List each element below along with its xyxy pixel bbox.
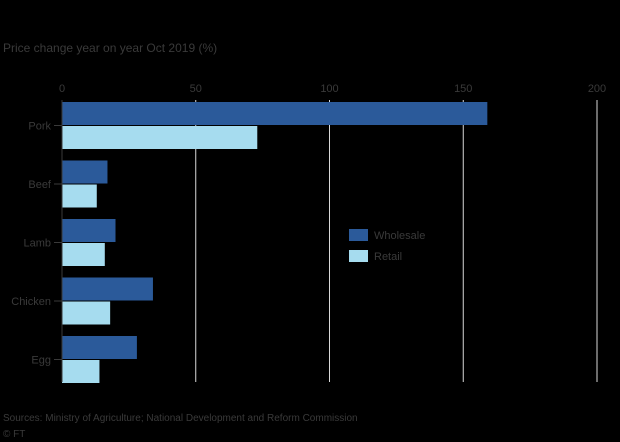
chart-title: Price change year on year Oct 2019 (%)	[3, 41, 217, 55]
legend-swatch-wholesale	[349, 229, 368, 241]
bar-lamb-retail	[62, 243, 105, 266]
legend-swatch-retail	[349, 250, 368, 262]
legend: Wholesale Retail	[349, 229, 425, 263]
x-tick-label: 200	[588, 83, 606, 95]
source-note: Sources: Ministry of Agriculture; Nation…	[3, 413, 358, 424]
category-labels: Pork Beef Lamb Chicken Egg	[11, 100, 63, 382]
grid-layer: 0 50 100 150 200	[59, 83, 606, 382]
legend-label-retail: Retail	[374, 251, 402, 263]
bar-egg-retail	[62, 360, 100, 383]
bar-chicken-wholesale	[62, 277, 153, 301]
legend-label-wholesale: Wholesale	[374, 230, 425, 242]
bars-layer	[62, 102, 488, 383]
y-tick-label: Beef	[28, 179, 52, 191]
bar-egg-wholesale	[62, 336, 137, 359]
credit-note: © FT	[3, 429, 25, 440]
y-tick-label: Chicken	[11, 296, 51, 308]
y-tick-label: Pork	[28, 121, 51, 133]
bar-lamb-wholesale	[62, 219, 116, 242]
x-tick-label: 50	[190, 83, 202, 95]
bar-pork-wholesale	[62, 102, 488, 125]
bar-chicken-retail	[62, 301, 111, 325]
x-tick-label: 150	[454, 83, 472, 95]
bar-beef-wholesale	[62, 160, 108, 184]
y-tick-label: Egg	[31, 355, 51, 367]
y-tick-label: Lamb	[23, 238, 51, 250]
bar-pork-retail	[62, 126, 258, 149]
x-tick-label: 100	[320, 83, 338, 95]
bar-beef-retail	[62, 184, 97, 208]
x-tick-label: 0	[59, 83, 65, 95]
